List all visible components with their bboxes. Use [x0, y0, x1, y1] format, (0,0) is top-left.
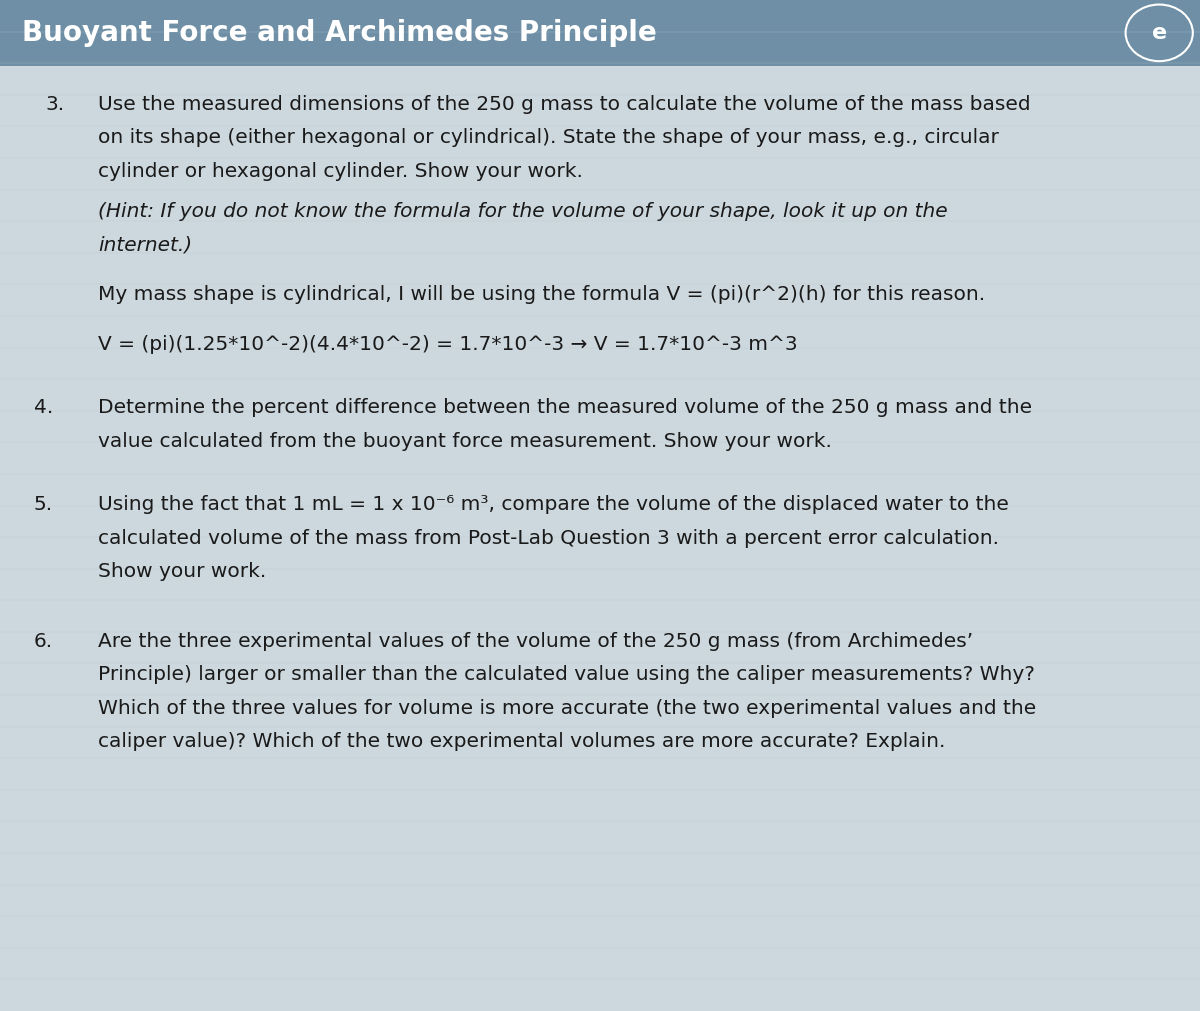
- Text: Which of the three values for volume is more accurate (the two experimental valu: Which of the three values for volume is …: [98, 699, 1037, 718]
- Text: Buoyant Force and Archimedes Principle: Buoyant Force and Archimedes Principle: [22, 19, 656, 47]
- Text: Determine the percent difference between the measured volume of the 250 g mass a: Determine the percent difference between…: [98, 398, 1032, 418]
- Text: 3.: 3.: [46, 95, 65, 114]
- Text: Are the three experimental values of the volume of the 250 g mass (from Archimed: Are the three experimental values of the…: [98, 632, 973, 651]
- Text: V = (pi)(1.25*10^-2)(4.4*10^-2) = 1.7*10^-3 → V = 1.7*10^-3 m^3: V = (pi)(1.25*10^-2)(4.4*10^-2) = 1.7*10…: [98, 335, 798, 354]
- Text: Using the fact that 1 mL = 1 x 10⁻⁶ m³, compare the volume of the displaced wate: Using the fact that 1 mL = 1 x 10⁻⁶ m³, …: [98, 495, 1009, 515]
- Text: on its shape (either hexagonal or cylindrical). State the shape of your mass, e.: on its shape (either hexagonal or cylind…: [98, 128, 1000, 148]
- Text: Use the measured dimensions of the 250 g mass to calculate the volume of the mas: Use the measured dimensions of the 250 g…: [98, 95, 1031, 114]
- Text: (Hint: If you do not know the formula for the volume of your shape, look it up o: (Hint: If you do not know the formula fo…: [98, 202, 948, 221]
- Bar: [0, 0, 1200, 66]
- Text: e: e: [1152, 23, 1166, 42]
- Text: calculated volume of the mass from Post-Lab Question 3 with a percent error calc: calculated volume of the mass from Post-…: [98, 529, 1000, 548]
- Text: caliper value)? Which of the two experimental volumes are more accurate? Explain: caliper value)? Which of the two experim…: [98, 732, 946, 751]
- Text: internet.): internet.): [98, 236, 192, 255]
- Text: Show your work.: Show your work.: [98, 562, 266, 581]
- Text: value calculated from the buoyant force measurement. Show your work.: value calculated from the buoyant force …: [98, 432, 833, 451]
- Text: cylinder or hexagonal cylinder. Show your work.: cylinder or hexagonal cylinder. Show you…: [98, 162, 583, 181]
- Text: 5.: 5.: [34, 495, 53, 515]
- Text: 6.: 6.: [34, 632, 53, 651]
- Text: My mass shape is cylindrical, I will be using the formula V = (pi)(r^2)(h) for t: My mass shape is cylindrical, I will be …: [98, 285, 985, 304]
- Text: Principle) larger or smaller than the calculated value using the caliper measure: Principle) larger or smaller than the ca…: [98, 665, 1036, 684]
- Text: 4.: 4.: [34, 398, 53, 418]
